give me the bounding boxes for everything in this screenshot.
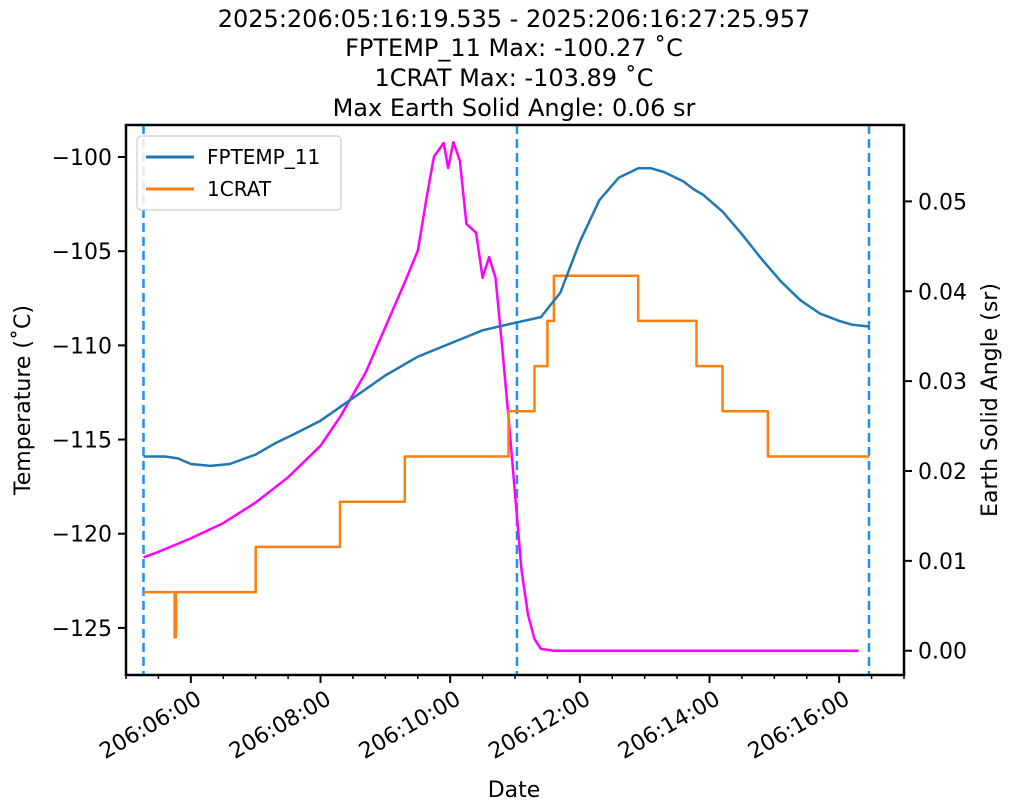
y-tick-label-2: −110 <box>52 334 112 359</box>
legend: FPTEMP_11 1CRAT <box>136 135 342 211</box>
legend-label-fptemp: FPTEMP_11 <box>207 145 320 169</box>
y-axis-label: Temperature (˚C) <box>11 305 36 496</box>
y-tick-label-0: −100 <box>52 146 112 171</box>
y2-tick-label-0: 0.05 <box>918 190 967 215</box>
legend-label-1crat: 1CRAT <box>207 177 272 201</box>
y-tick-label-5: −125 <box>52 617 112 642</box>
y2-tick-label-1: 0.04 <box>918 280 967 305</box>
series-line-fptemp-11 <box>143 167 870 468</box>
y2-axis-label: Earth Solid Angle (sr) <box>978 283 1003 517</box>
chart-title: 2025:206:05:16:19.535 - 2025:206:16:27:2… <box>218 5 811 122</box>
title-line-4: Max Earth Solid Angle: 0.06 sr <box>333 94 696 122</box>
series-line-earth-solid-angle <box>143 140 859 652</box>
y-tick-label-4: −120 <box>52 523 112 548</box>
x-tick-label-2: 206:10:00 <box>355 687 465 765</box>
x-tick-label-4: 206:14:00 <box>614 687 724 765</box>
x-tick-label-1: 206:08:00 <box>225 687 335 765</box>
y-tick-label-1: −105 <box>52 240 112 265</box>
plot-area <box>142 125 871 675</box>
y-tick-label-3: −115 <box>52 429 112 454</box>
title-line-3: 1CRAT Max: -103.89 ˚C <box>375 64 654 92</box>
x-tick-label-5: 206:16:00 <box>744 687 854 765</box>
y2-tick-label-2: 0.03 <box>918 370 967 395</box>
series-line-1crat <box>143 274 869 639</box>
y2-tick-label-5: 0.00 <box>918 640 967 665</box>
x-axis-label: Date <box>488 778 541 803</box>
x-tick-label-0: 206:06:00 <box>96 687 206 765</box>
title-line-1: 2025:206:05:16:19.535 - 2025:206:16:27:2… <box>218 5 811 33</box>
legend-box <box>136 135 342 211</box>
x-tick-label-3: 206:12:00 <box>485 687 595 765</box>
y2-tick-label-3: 0.02 <box>918 460 967 485</box>
y2-tick-label-4: 0.01 <box>918 550 967 575</box>
title-line-2: FPTEMP_11 Max: -100.27 ˚C <box>345 34 683 62</box>
